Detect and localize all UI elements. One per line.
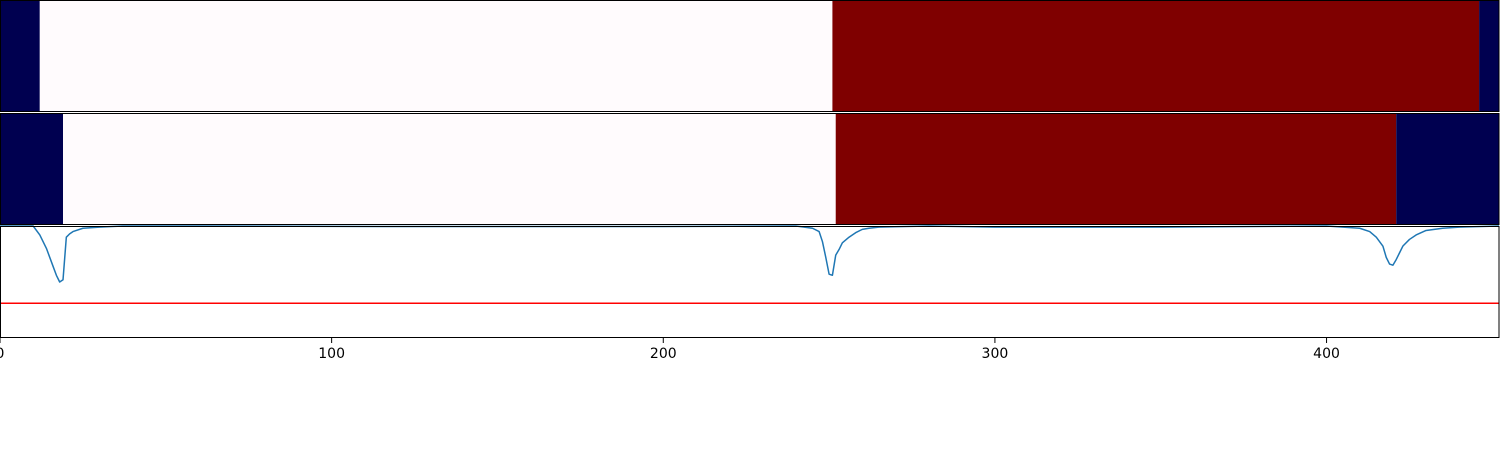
signal-line-panel xyxy=(0,225,1500,338)
x-tick-label: 100 xyxy=(318,346,345,362)
heatmap-segment-low xyxy=(0,113,64,225)
x-axis: 0 100 200 300 400 xyxy=(0,338,1340,362)
panel-frame xyxy=(0,226,1500,338)
heatmap-segment-high xyxy=(835,113,1397,225)
x-tick-label: 300 xyxy=(982,346,1009,362)
heatmap-segment-mid xyxy=(63,113,836,225)
x-tick-label: 200 xyxy=(650,346,677,362)
signal-line xyxy=(0,225,1500,283)
panel-frame xyxy=(0,0,1500,112)
heatmap-segment-low xyxy=(1396,113,1499,225)
heatmap-segment-low xyxy=(1479,0,1499,112)
panel-frame xyxy=(0,113,1500,225)
heatmap-band-middle xyxy=(0,113,1500,225)
x-tick-label: 0 xyxy=(0,346,4,362)
x-tick-label: 400 xyxy=(1313,346,1340,362)
heatmap-segment-high xyxy=(832,0,1480,112)
heatmap-segment-mid xyxy=(39,0,833,112)
heatmap-band-top xyxy=(0,0,1500,112)
heatmap-segment-low xyxy=(0,0,40,112)
